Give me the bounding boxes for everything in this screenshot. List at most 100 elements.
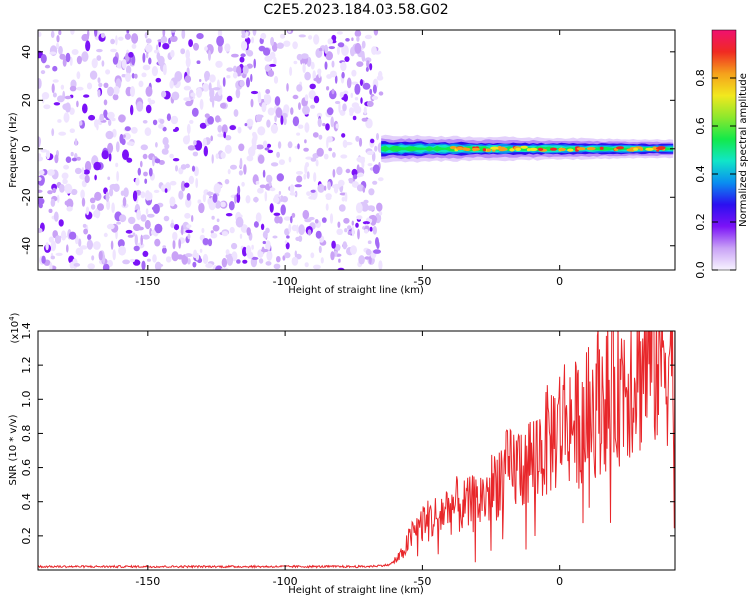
noise-speckle	[245, 31, 249, 39]
noise-speckle	[361, 117, 368, 122]
noise-speckle	[274, 115, 277, 123]
noise-speckle	[171, 251, 179, 262]
noise-speckle	[325, 123, 330, 131]
noise-speckle	[376, 133, 379, 141]
noise-speckle	[356, 184, 365, 192]
noise-speckle	[154, 223, 163, 234]
x-tick-label: 0	[556, 275, 563, 288]
noise-speckle	[152, 119, 158, 126]
noise-speckle	[221, 231, 229, 237]
noise-speckle	[96, 48, 103, 53]
noise-speckle	[375, 237, 379, 247]
noise-speckle	[338, 258, 341, 263]
noise-speckle	[169, 35, 178, 42]
noise-speckle	[240, 40, 248, 51]
noise-speckle	[184, 182, 190, 188]
noise-speckle	[84, 160, 92, 172]
noise-speckle	[57, 119, 62, 123]
noise-speckle	[280, 33, 286, 39]
noise-speckle	[242, 259, 248, 264]
colorbar: 0.0 0.2 0.4 0.6 0.8 Normalized spectral ampl…	[694, 29, 749, 279]
noise-speckle	[82, 103, 88, 114]
noise-speckle	[199, 248, 203, 253]
noise-speckle	[266, 174, 273, 183]
noise-speckle	[358, 255, 365, 265]
noise-speckle	[145, 86, 153, 97]
y-tick-label: 0.4	[20, 493, 33, 511]
noise-speckle	[274, 215, 281, 224]
noise-speckle	[348, 177, 354, 182]
noise-speckle	[309, 83, 316, 90]
noise-speckle	[115, 162, 119, 168]
noise-speckle	[187, 145, 196, 151]
noise-speckle	[65, 52, 71, 63]
noise-speckle	[250, 98, 254, 108]
noise-speckle	[323, 153, 329, 160]
noise-speckle	[231, 242, 238, 250]
noise-speckle	[103, 82, 109, 89]
noise-speckle	[253, 58, 256, 69]
noise-speckle	[169, 180, 177, 186]
noise-speckle	[126, 141, 135, 146]
noise-speckle	[226, 75, 231, 79]
noise-speckle	[376, 202, 383, 212]
noise-speckle	[121, 74, 127, 78]
noise-speckle	[337, 267, 345, 270]
noise-speckle	[217, 30, 223, 38]
noise-speckle	[215, 153, 219, 160]
noise-speckle	[145, 44, 153, 53]
noise-speckle	[277, 141, 282, 149]
noise-speckle	[38, 228, 43, 233]
noise-speckle	[196, 33, 204, 40]
noise-speckle	[93, 241, 101, 250]
noise-speckle	[107, 86, 114, 97]
noise-speckle	[223, 131, 227, 139]
noise-speckle	[196, 87, 203, 98]
noise-speckle	[70, 151, 74, 157]
noise-speckle	[128, 51, 134, 58]
noise-speckle	[76, 156, 81, 161]
noise-speckle	[240, 224, 248, 233]
noise-speckle	[183, 97, 191, 101]
noise-speckle	[73, 263, 81, 267]
noise-speckle	[193, 42, 199, 51]
noise-speckle	[315, 159, 319, 167]
noise-speckle	[367, 205, 375, 212]
noise-speckle	[231, 53, 239, 58]
noise-speckle	[324, 61, 328, 70]
noise-speckle	[173, 224, 180, 231]
noise-speckle	[144, 178, 148, 184]
noise-speckle	[190, 92, 196, 97]
noise-speckle	[256, 144, 264, 150]
noise-speckle	[238, 143, 245, 152]
noise-speckle	[308, 35, 313, 40]
noise-speckle	[60, 230, 67, 241]
noise-speckle	[232, 71, 238, 79]
noise-speckle	[110, 38, 115, 45]
noise-speckle	[286, 235, 290, 239]
noise-speckle	[333, 184, 339, 194]
noise-speckle	[99, 113, 105, 122]
noise-speckle	[62, 58, 67, 67]
spectrogram-signal-band	[381, 134, 674, 163]
noise-speckle	[307, 229, 312, 236]
spectrogram-x-axis: -150 -100 -50 0	[135, 30, 563, 288]
noise-speckle	[348, 107, 355, 115]
noise-speckle	[234, 194, 237, 204]
noise-speckle	[91, 58, 98, 69]
noise-speckle	[378, 91, 384, 96]
noise-speckle	[184, 212, 191, 219]
noise-speckle	[42, 96, 45, 104]
spectrogram-noise-region	[38, 30, 384, 270]
noise-speckle	[344, 192, 348, 202]
noise-speckle	[225, 135, 232, 141]
noise-speckle	[264, 94, 268, 99]
noise-speckle	[308, 216, 315, 221]
noise-speckle	[246, 118, 254, 127]
noise-speckle	[74, 167, 82, 175]
noise-speckle	[212, 224, 220, 232]
noise-speckle	[361, 50, 365, 61]
noise-speckle	[285, 242, 290, 250]
noise-speckle	[296, 132, 301, 136]
noise-speckle	[262, 240, 266, 245]
